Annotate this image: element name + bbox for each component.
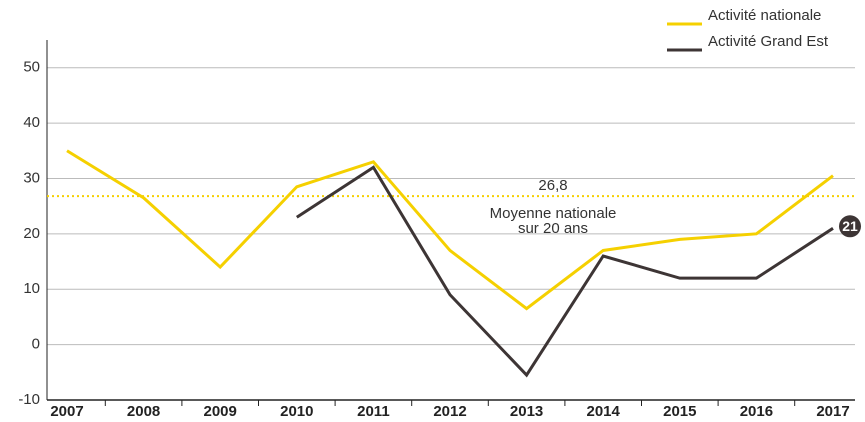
- series-line: [66, 149, 834, 311]
- average-text: sur 20 ans: [518, 220, 588, 237]
- x-tick-label: 2007: [50, 403, 83, 420]
- x-tick-label: 2014: [587, 403, 621, 420]
- y-tick-label: -10: [18, 391, 40, 408]
- y-tick-label: 50: [23, 59, 40, 76]
- average-label: 26,8: [538, 177, 567, 194]
- x-tick-label: 2015: [663, 403, 696, 420]
- x-tick-label: 2009: [204, 403, 237, 420]
- y-tick-label: 20: [23, 225, 40, 242]
- x-tick-label: 2012: [433, 403, 466, 420]
- x-tick-label: 2017: [816, 403, 849, 420]
- x-tick-label: 2016: [740, 403, 773, 420]
- legend-label: Activité nationale: [708, 7, 821, 24]
- end-badge: [839, 215, 861, 238]
- y-tick-label: 40: [23, 114, 40, 131]
- x-tick-label: 2010: [280, 403, 313, 420]
- x-tick-label: 2008: [127, 403, 160, 420]
- average-text: Moyenne nationale: [490, 205, 617, 222]
- y-tick-label: 0: [32, 336, 40, 353]
- y-tick-label: 30: [23, 169, 40, 186]
- end-label: 21: [842, 218, 858, 234]
- x-tick-label: 2013: [510, 403, 543, 420]
- x-tick-label: 2011: [357, 403, 390, 420]
- series-line: [295, 165, 834, 378]
- y-tick-label: 10: [23, 280, 40, 297]
- legend-label: Activité Grand Est: [708, 33, 829, 50]
